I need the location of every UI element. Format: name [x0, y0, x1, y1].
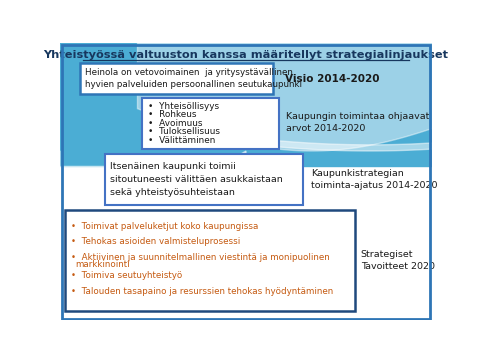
Text: •  Rohkeus: • Rohkeus	[147, 110, 196, 119]
Text: •  Välittäminen: • Välittäminen	[147, 136, 215, 145]
Text: Kaupunkistrategian
toiminta-ajatus 2014-2020: Kaupunkistrategian toiminta-ajatus 2014-…	[311, 169, 438, 190]
Text: Itsenäinen kaupunki toimii
sitoutuneesti välittäen asukkaistaan
sekä yhteistyösu: Itsenäinen kaupunki toimii sitoutuneesti…	[110, 162, 283, 197]
Text: •  Tuloksellisuus: • Tuloksellisuus	[147, 127, 219, 136]
Polygon shape	[0, 151, 246, 197]
FancyBboxPatch shape	[80, 63, 273, 94]
Text: •  Yhteisöllisyys: • Yhteisöllisyys	[147, 102, 219, 111]
Polygon shape	[137, 43, 480, 151]
Text: •  Avoimuus: • Avoimuus	[147, 119, 202, 128]
Text: •  Talouden tasapaino ja resurssien tehokas hyödyntäminen: • Talouden tasapaino ja resurssien tehok…	[71, 287, 333, 296]
Text: •  Toimiva seutuyhteistyö: • Toimiva seutuyhteistyö	[71, 271, 182, 280]
Text: Strategiset
Tavoitteet 2020: Strategiset Tavoitteet 2020	[360, 249, 435, 271]
FancyBboxPatch shape	[142, 98, 278, 149]
Text: Yhteistyössä valtuuston kanssa määritellyt strategialinjaukset: Yhteistyössä valtuuston kanssa määritell…	[44, 50, 448, 60]
Text: •  Aktiivinen ja suunnitelmallinen viestintä ja monipuolinen: • Aktiivinen ja suunnitelmallinen viesti…	[71, 253, 330, 262]
Text: Heinola on vetovoimainen  ja yritysystävällinen
hyvien palveluiden persoonalline: Heinola on vetovoimainen ja yritysystävä…	[85, 68, 302, 89]
Polygon shape	[176, 130, 480, 151]
Text: Visio 2014-2020: Visio 2014-2020	[285, 74, 379, 84]
Text: Kaupungin toimintaa ohjaavat
arvot 2014-2020: Kaupungin toimintaa ohjaavat arvot 2014-…	[286, 112, 430, 133]
FancyBboxPatch shape	[65, 210, 355, 311]
Text: •  Tehokas asioiden valmisteluprosessi: • Tehokas asioiden valmisteluprosessi	[71, 237, 240, 246]
Text: markkinointi: markkinointi	[75, 260, 130, 269]
Polygon shape	[60, 43, 432, 166]
Text: •  Toimivat palveluketjut koko kaupungissa: • Toimivat palveluketjut koko kaupungiss…	[71, 222, 258, 231]
FancyBboxPatch shape	[105, 154, 303, 205]
FancyBboxPatch shape	[60, 43, 432, 166]
